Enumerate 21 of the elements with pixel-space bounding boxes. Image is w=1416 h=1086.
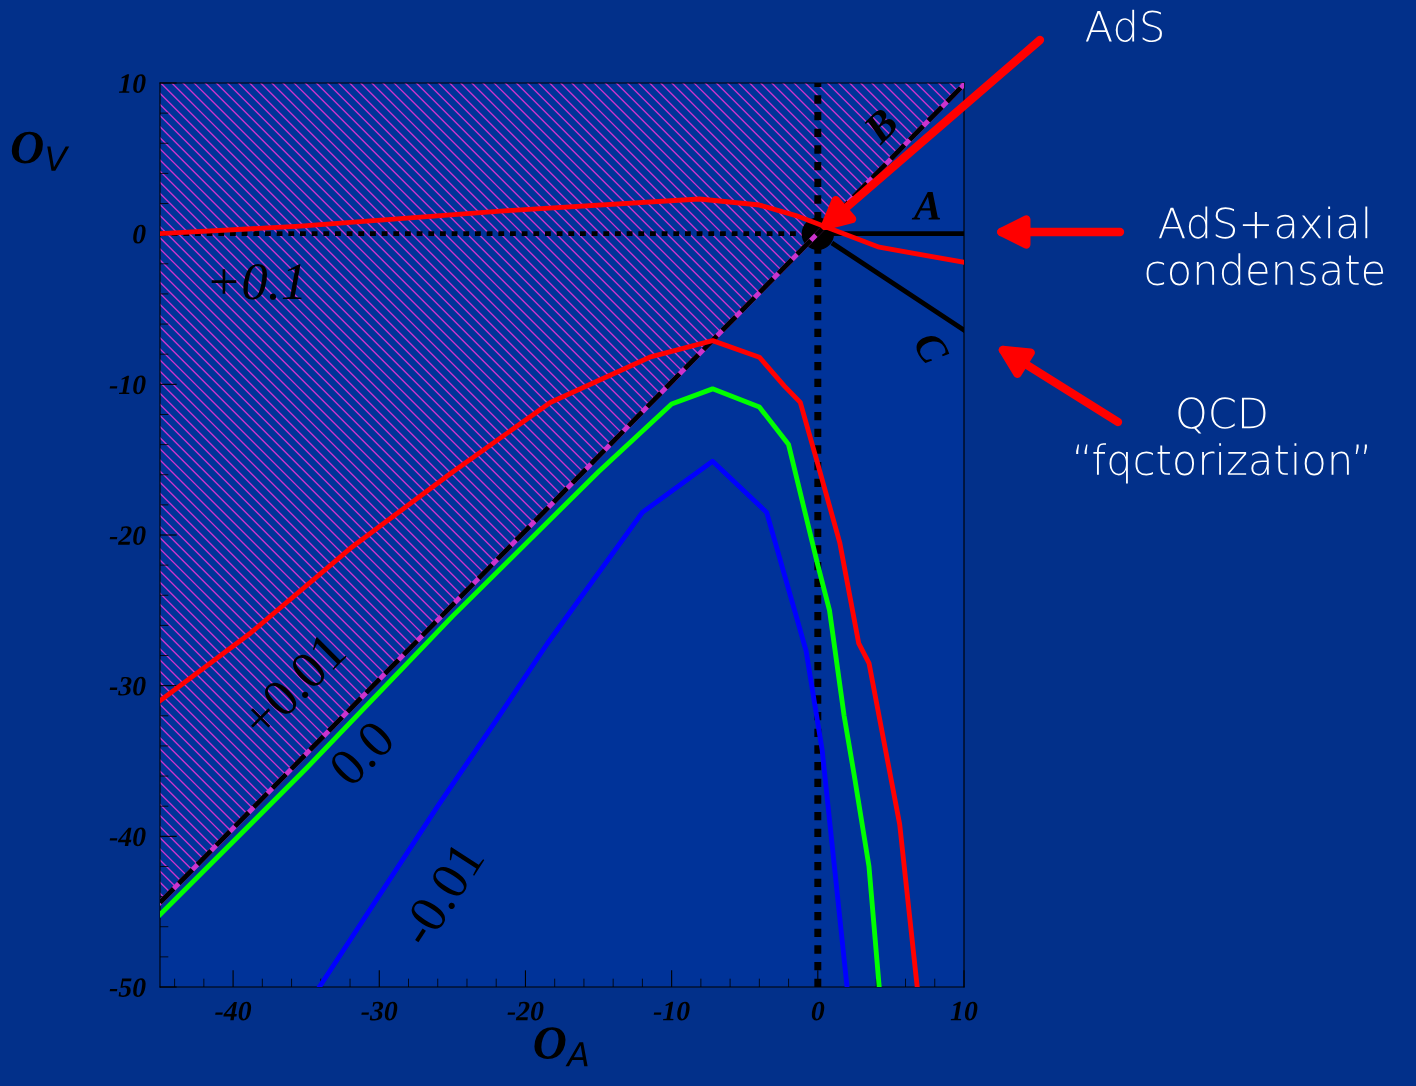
annotation: C [912, 330, 951, 368]
text: AdS [1085, 9, 1162, 43]
x-tick-label: -40 [215, 1001, 252, 1021]
x-tick-label: -10 [653, 1001, 690, 1021]
y-tick-label: -40 [109, 827, 146, 847]
y-axis-title: O$_{V}$ [11, 131, 70, 171]
y-tick-label: -20 [109, 526, 146, 545]
x-tick-label: 0 [811, 1001, 825, 1021]
x-tick-label: -30 [361, 1001, 398, 1021]
x-tick-label: 10 [950, 1001, 978, 1021]
annotation: A [911, 192, 940, 220]
text: AdS+axial condensate [1146, 206, 1384, 286]
y-tick-label: 0 [133, 224, 146, 244]
text: QCD “fqctorization” [1076, 397, 1367, 484]
y-tick-label: -30 [109, 676, 146, 696]
x-axis-title: O$_{A}$ [534, 1027, 588, 1067]
y-tick-label: 10 [118, 74, 146, 93]
y-tick-label: -10 [109, 375, 146, 395]
x-tick-label: -20 [507, 1001, 544, 1021]
annotation: B [861, 107, 900, 146]
y-tick-label: -50 [109, 978, 146, 997]
